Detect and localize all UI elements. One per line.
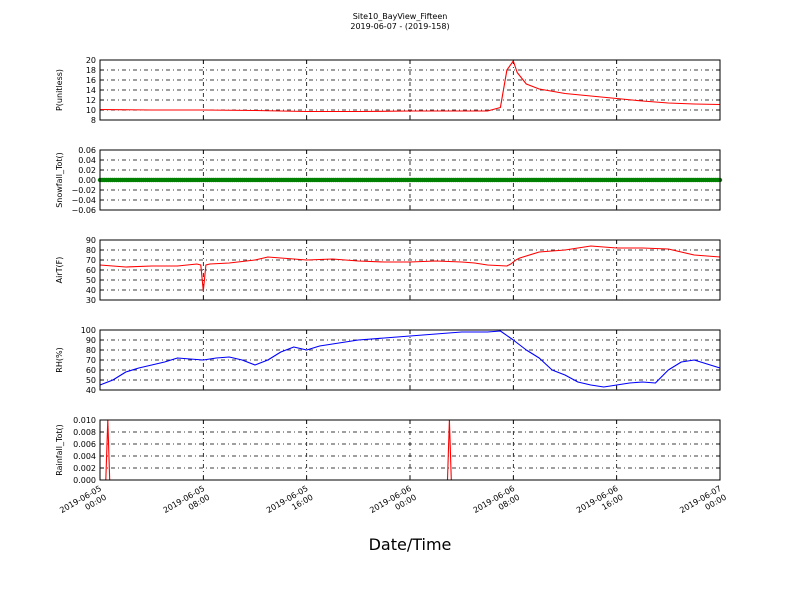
axes-frame bbox=[99, 419, 721, 481]
y-tick-label: 50 bbox=[86, 276, 96, 285]
y-tick-label: 0.004 bbox=[73, 452, 96, 461]
y-tick-label: 14 bbox=[86, 86, 96, 95]
y-tick-label: 0.010 bbox=[73, 416, 96, 425]
y-tick-label: 50 bbox=[86, 376, 96, 385]
y-tick-label: 70 bbox=[86, 256, 96, 265]
x-axis-label: Date/Time bbox=[369, 535, 452, 554]
y-axis-label: AirT(F) bbox=[55, 257, 64, 284]
y-tick-label: 90 bbox=[86, 236, 96, 245]
y-tick-label: 40 bbox=[86, 386, 96, 395]
axes-frame bbox=[99, 239, 721, 301]
y-tick-label: 0.02 bbox=[78, 166, 96, 175]
y-tick-label: 20 bbox=[86, 56, 96, 65]
series-line bbox=[99, 330, 721, 388]
y-tick-label: 0.008 bbox=[73, 428, 96, 437]
y-tick-label: 0.06 bbox=[78, 146, 96, 155]
y-tick-label: 100 bbox=[81, 326, 96, 335]
panel-2: −0.06−0.04−0.020.000.020.040.06 Snowfall_… bbox=[55, 146, 723, 215]
figure-title: Site10_BayView_Fifteen bbox=[353, 12, 448, 21]
axes-frame bbox=[99, 329, 721, 391]
panel-5: 0.000 0.002 0.004 0.006 0.008 0.010 Rainfall_T… bbox=[55, 416, 721, 485]
figure-subtitle: 2019-06-07 - (2019-158) bbox=[350, 22, 449, 31]
y-tick-label: −0.06 bbox=[71, 206, 96, 215]
series-line bbox=[99, 60, 721, 113]
y-tick-label: 0.002 bbox=[73, 464, 96, 473]
y-tick-label: 80 bbox=[86, 246, 96, 255]
y-tick-label: 60 bbox=[86, 266, 96, 275]
y-axis-label: P(unitless) bbox=[55, 69, 64, 111]
y-tick-label: 10 bbox=[86, 106, 96, 115]
series-line bbox=[99, 245, 721, 292]
y-tick-label: 40 bbox=[86, 286, 96, 295]
y-axis-label: RH(%) bbox=[55, 347, 64, 372]
axes-frame bbox=[99, 59, 721, 121]
y-tick-label: 0.000 bbox=[73, 476, 96, 485]
y-tick-label: 90 bbox=[86, 336, 96, 345]
y-tick-label: 60 bbox=[86, 366, 96, 375]
y-tick-label: 0.00 bbox=[78, 176, 96, 185]
y-axis-label: Rainfall_Tot() bbox=[55, 424, 64, 476]
y-tick-label: 30 bbox=[86, 296, 96, 305]
y-axis-label: Snowfall_Tot() bbox=[55, 152, 64, 208]
y-tick-label: 70 bbox=[86, 356, 96, 365]
y-tick-label: −0.04 bbox=[71, 196, 96, 205]
y-tick-label: 16 bbox=[86, 76, 96, 85]
y-tick-label: 0.006 bbox=[73, 440, 96, 449]
y-tick-label: 18 bbox=[86, 66, 96, 75]
y-tick-label: 0.04 bbox=[78, 156, 96, 165]
y-tick-label: 12 bbox=[86, 96, 96, 105]
y-tick-label: 8 bbox=[91, 116, 96, 125]
y-tick-label: 80 bbox=[86, 346, 96, 355]
axes-frame bbox=[99, 149, 721, 211]
y-tick-label: −0.02 bbox=[71, 186, 96, 195]
